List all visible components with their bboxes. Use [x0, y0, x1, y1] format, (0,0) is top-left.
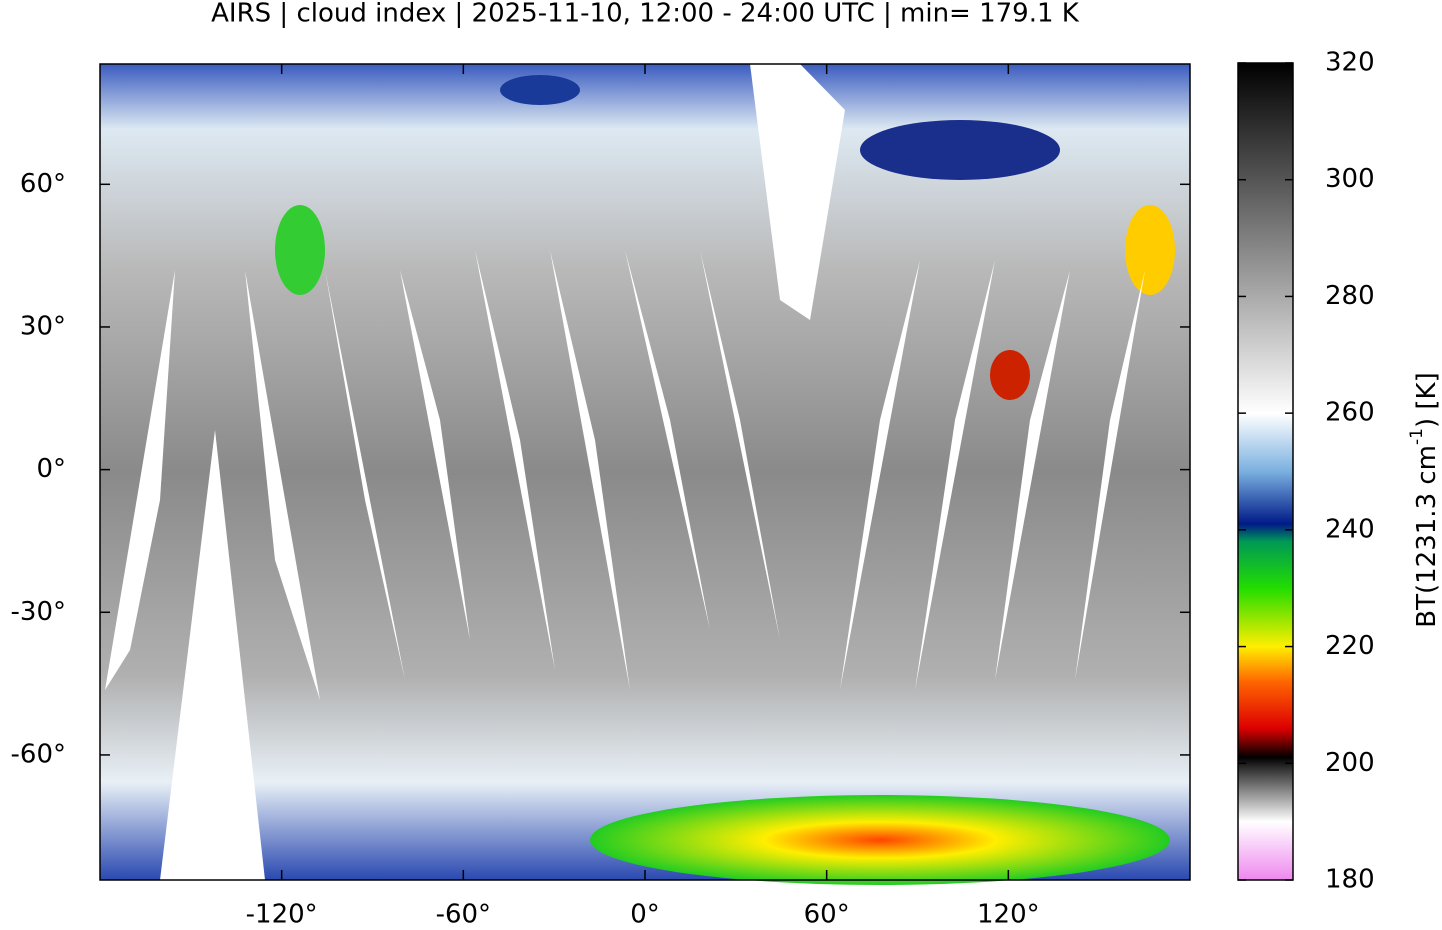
x-tick-label: -60°	[436, 900, 491, 930]
y-tick-label: 0°	[36, 454, 66, 484]
colorbar-label: BT(1231.3 cm-1) [K]	[1407, 372, 1442, 627]
cloud	[1125, 205, 1175, 295]
x-tick-label: 120°	[977, 900, 1040, 930]
colorbar-tick-label: 220	[1325, 631, 1375, 661]
map-area	[99, 63, 1191, 885]
antarctica-cold	[590, 795, 1170, 885]
colorbar-tick-label: 180	[1325, 865, 1375, 895]
x-tick-label: 0°	[630, 900, 660, 930]
map-background	[100, 64, 1190, 880]
colorbar-tick-label: 300	[1325, 164, 1375, 194]
cloud	[500, 75, 580, 105]
swath-gaps	[105, 64, 1145, 880]
colorbar-tick-label: 240	[1325, 514, 1375, 544]
colorbar-label-superscript: -1	[1407, 428, 1427, 445]
cloud	[275, 205, 325, 295]
colorbar-label-suffix: ) [K]	[1412, 372, 1442, 428]
colorbar-tick-label: 260	[1325, 398, 1375, 428]
cloud	[860, 120, 1060, 180]
colorbar-label-text: BT(1231.3 cm	[1412, 445, 1442, 628]
colorbar-tick-label: 200	[1325, 748, 1375, 778]
colorbar-tick-label: 280	[1325, 281, 1375, 311]
x-tick-label: 60°	[804, 900, 850, 930]
cloud	[990, 350, 1030, 400]
y-tick-label: 30°	[20, 311, 66, 341]
colorbar	[1237, 62, 1294, 881]
y-tick-label: -60°	[11, 739, 66, 769]
colorbar-tick-label: 320	[1325, 48, 1375, 78]
x-tick-label: -120°	[246, 900, 318, 930]
y-tick-label: 60°	[20, 169, 66, 199]
y-tick-label: -30°	[11, 597, 66, 627]
chart-title: AIRS | cloud index | 2025-11-10, 12:00 -…	[211, 0, 1080, 29]
